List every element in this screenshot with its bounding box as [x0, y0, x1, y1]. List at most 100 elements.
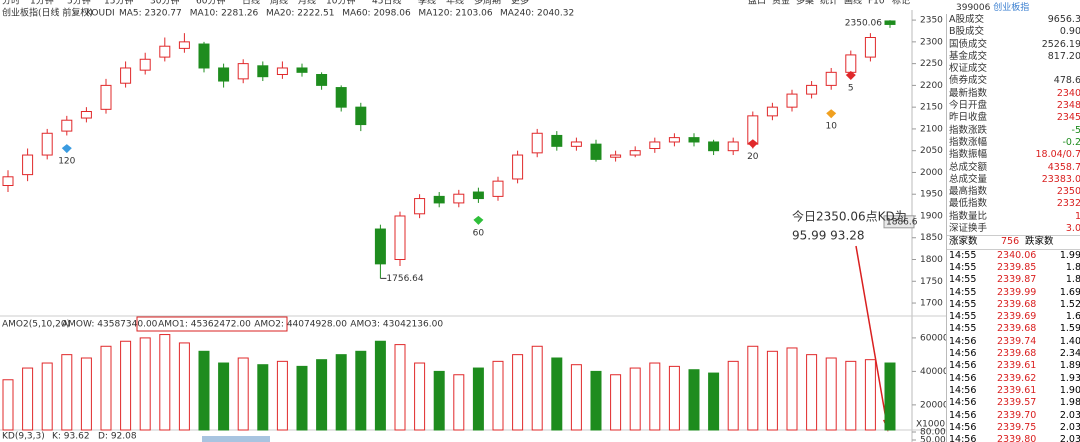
- period-tab[interactable]: 多周期: [474, 0, 501, 7]
- period-tab[interactable]: 60分钟: [196, 0, 225, 7]
- trade-price: 2339.74: [997, 335, 1037, 347]
- trade-time: 14:55: [949, 261, 977, 273]
- annotation-arrow: [855, 245, 888, 426]
- tool-button[interactable]: 标记: [892, 0, 910, 7]
- candle-body: [100, 84, 112, 110]
- quote-row: 最低指数 2332: [947, 198, 1080, 210]
- candle-body: [492, 180, 504, 197]
- tool-button[interactable]: 多案: [796, 0, 814, 7]
- trade-volume: 2.03: [1059, 434, 1080, 442]
- candle-body: [159, 45, 171, 58]
- trade-price: 2339.87: [997, 274, 1037, 286]
- trade-volume: 1.69: [1059, 286, 1080, 298]
- tool-button[interactable]: 资金: [772, 0, 790, 7]
- signal-marker: [845, 70, 856, 80]
- y-tick-label: 2050: [920, 146, 943, 156]
- quote-label: 最高指数: [949, 186, 988, 198]
- quote-row: 总成交额 4358.7: [947, 162, 1080, 174]
- volume-bar: [472, 367, 484, 431]
- period-tab[interactable]: 日线: [242, 0, 260, 7]
- tool-button[interactable]: 画线: [844, 0, 862, 7]
- period-tab[interactable]: 分时: [2, 0, 20, 7]
- candle-body: [139, 58, 151, 71]
- volume-bar: [864, 359, 876, 431]
- trade-price: 2339.61: [997, 384, 1037, 396]
- chart: 分时 1分钟 5分钟 15分钟 30分钟 60分钟 日线 周线 月线 10分钟 45日线 季线 年线 多周…: [0, 0, 946, 442]
- candle-body: [884, 20, 896, 25]
- period-tab[interactable]: 年线: [446, 0, 464, 7]
- y-tick-label: 60000: [920, 333, 946, 343]
- candle-body: [335, 87, 347, 108]
- volume-bar: [884, 362, 896, 431]
- trade-time: 14:55: [949, 286, 977, 298]
- period-tab[interactable]: 5分钟: [67, 0, 91, 7]
- trade-volume: 1.8: [1065, 261, 1080, 273]
- tool-button[interactable]: F10: [868, 0, 885, 7]
- chart-title: 创业板指(日线 前复权): [2, 7, 93, 19]
- legend-item: MA240: 2040.32: [500, 9, 574, 19]
- trade-volume: 1.52: [1059, 298, 1080, 310]
- volume-bar: [610, 374, 622, 431]
- candle-body: [864, 37, 876, 58]
- period-tab[interactable]: 15分钟: [104, 0, 133, 7]
- kd-legend: K: 93.62: [52, 432, 90, 442]
- volume-bar: [335, 354, 347, 431]
- candle-body: [453, 193, 465, 204]
- candle-body: [198, 43, 210, 69]
- y-tick-label: 1900: [920, 211, 943, 221]
- candle-body: [374, 228, 386, 265]
- quote-row: A股成交 9656.3: [947, 14, 1080, 26]
- candle-body: [727, 141, 739, 152]
- candle-body: [178, 41, 190, 49]
- tool-button[interactable]: 盘口: [748, 0, 766, 7]
- candle-body: [570, 141, 582, 147]
- quote-value: 18.04/0.7: [1035, 149, 1080, 161]
- quote-value: 817.20: [1047, 50, 1080, 62]
- trade-row: 14:55 2339.68 1.52: [947, 299, 1080, 311]
- trade-row: 14:55 2339.68 1.59: [947, 323, 1080, 335]
- candle-body: [394, 215, 406, 261]
- period-tab[interactable]: 周线: [270, 0, 288, 7]
- quote-label: 今日开盘: [949, 100, 988, 112]
- trade-row: 14:56 2339.61 1.90: [947, 385, 1080, 397]
- volume-bar: [845, 360, 857, 431]
- tool-button[interactable]: 统计: [820, 0, 838, 7]
- volume-bar: [453, 374, 465, 431]
- volume-bar: [747, 345, 759, 431]
- period-tab[interactable]: 30分钟: [150, 0, 179, 7]
- trade-row: 14:55 2339.69 1.6: [947, 311, 1080, 323]
- trade-time: 14:55: [949, 298, 977, 310]
- trade-row: 14:56 2339.75 2.03: [947, 422, 1080, 434]
- period-tab[interactable]: 1分钟: [30, 0, 54, 7]
- candle-body: [629, 150, 641, 156]
- period-tab[interactable]: 更多: [511, 0, 529, 7]
- breadth-row: 涨家数 756 跌家数: [947, 235, 1080, 250]
- period-tab[interactable]: 季线: [418, 0, 436, 7]
- trade-price: 2339.70: [997, 409, 1037, 421]
- period-tab[interactable]: 月线: [298, 0, 316, 7]
- quote-row: 指数振幅 18.04/0.7: [947, 149, 1080, 161]
- quote-row: 国债成交 2526.19: [947, 39, 1080, 51]
- quote-label: 指数涨幅: [949, 136, 988, 148]
- period-tab[interactable]: 10分钟: [326, 0, 355, 7]
- signal-label: 120: [58, 157, 75, 167]
- candle-body: [316, 74, 328, 86]
- period-tab[interactable]: 45日线: [372, 0, 401, 7]
- signal-marker: [826, 109, 837, 119]
- legend-highlight: [136, 316, 288, 332]
- candle-body: [296, 67, 308, 73]
- volume-bar: [492, 360, 504, 431]
- volume-bar: [649, 362, 661, 431]
- candle-body: [257, 65, 269, 78]
- trade-time: 14:56: [949, 335, 977, 347]
- candle-body: [61, 119, 73, 132]
- quote-row: 深证换手 3.0: [947, 223, 1080, 235]
- quote-row: 指数量比 1: [947, 211, 1080, 223]
- trade-volume: 1.40: [1059, 335, 1080, 347]
- trade-volume: 1.8: [1065, 274, 1080, 286]
- quote-row: B股成交 0.90: [947, 26, 1080, 38]
- annotation: 今日2350.06点KD为: [792, 209, 907, 224]
- quote-value: 2340: [1056, 87, 1080, 99]
- candle-body: [433, 195, 445, 204]
- breadth-value: 756: [1001, 236, 1020, 248]
